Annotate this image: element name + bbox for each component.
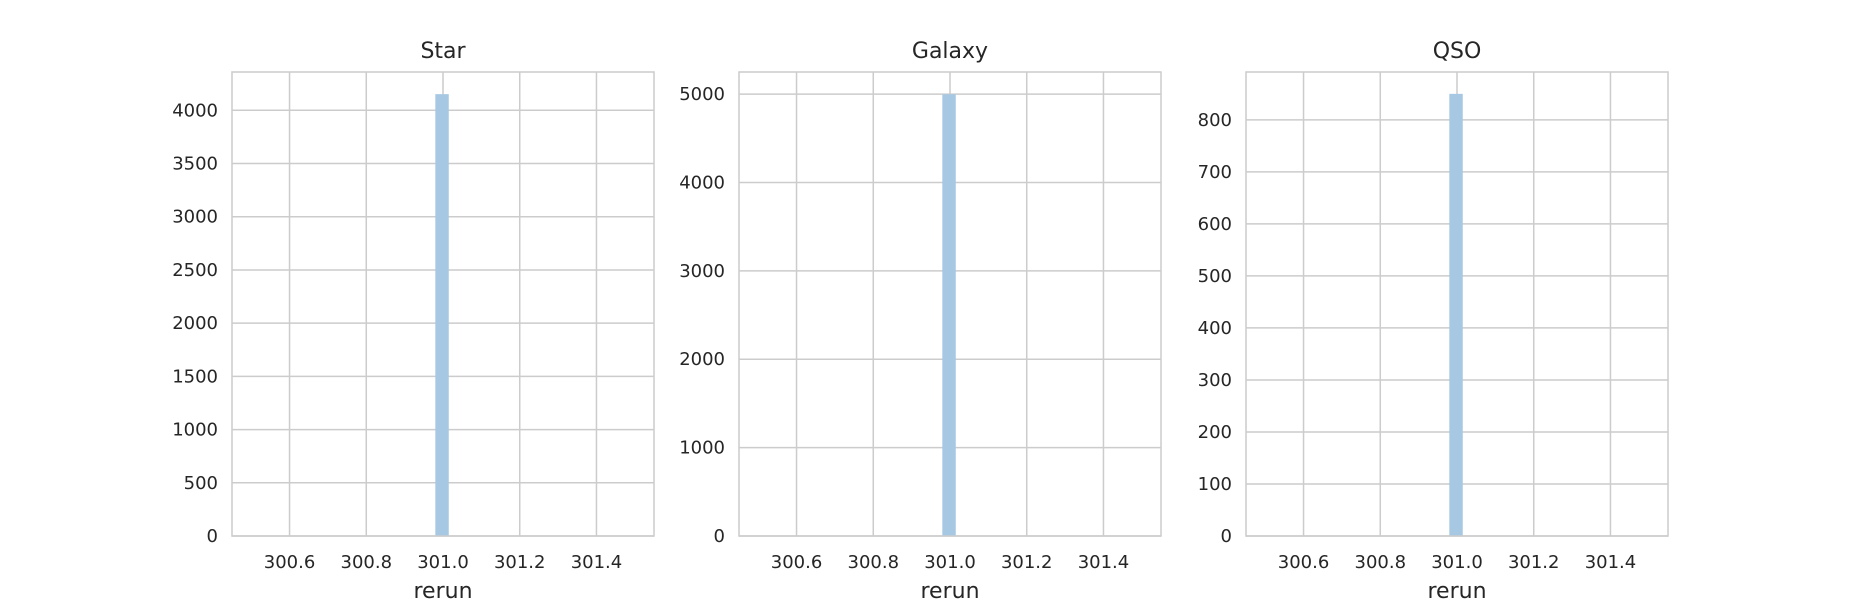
y-tick-label: 200 [1198,422,1232,443]
histogram-bar [1449,93,1463,536]
y-tick-label: 1500 [172,366,218,387]
chart-title: QSO [1433,39,1482,64]
x-tick-label: 301.2 [1508,552,1560,573]
y-tick-label: 2000 [172,313,218,334]
y-tick-label: 1000 [679,438,725,459]
y-tick-label: 800 [1198,110,1232,131]
y-tick-label: 3000 [679,261,725,282]
y-tick-label: 2500 [172,260,218,281]
y-tick-label: 400 [1198,318,1232,339]
chart-panel-star: 300.6 300.8 301.0 301.2 301.4 0 500 1000 1500 200… [172,39,655,600]
x-tick-label: 301.2 [494,552,546,573]
x-tick-label: 301.0 [1431,552,1483,573]
histogram-bar [942,94,956,536]
x-tick-label: 300.6 [264,552,316,573]
x-tick-label: 300.6 [771,552,823,573]
plot-frame [738,71,1162,537]
y-tick-label: 700 [1198,162,1232,183]
y-tick-label: 600 [1198,214,1232,235]
x-tick-label: 301.4 [1585,552,1637,573]
y-tick-label: 0 [207,526,218,547]
x-tick-label: 300.8 [341,552,393,573]
x-tick-label: 301.2 [1001,552,1053,573]
x-tick-label: 300.8 [848,552,900,573]
chart-panel-galaxy: 300.6 300.8 301.0 301.2 301.4 0 1000 2000 3000 40… [679,39,1162,600]
x-axis-title: rerun [1427,579,1486,600]
y-tick-label: 3000 [172,207,218,228]
x-tick-label: 301.4 [571,552,623,573]
x-tick-label: 301.4 [1078,552,1130,573]
histogram-bar [435,94,449,537]
y-tick-label: 2000 [679,349,725,370]
plot-frame [1245,71,1669,537]
y-tick-label: 300 [1198,370,1232,391]
y-tick-label: 0 [714,526,725,547]
chart-title: Star [420,39,466,64]
x-axis-title: rerun [920,579,979,600]
x-tick-label: 300.8 [1355,552,1407,573]
chart-title: Galaxy [912,39,988,64]
y-tick-label: 4000 [172,100,218,121]
y-tick-label: 3500 [172,154,218,175]
y-tick-label: 500 [184,473,218,494]
chart-panel-qso: 300.6 300.8 301.0 301.2 301.4 0 100 200 300 400 50… [1198,39,1669,600]
plot-frame [231,71,655,537]
y-tick-label: 500 [1198,266,1232,287]
y-tick-label: 5000 [679,84,725,105]
x-tick-label: 301.0 [417,552,469,573]
x-tick-label: 300.6 [1278,552,1330,573]
y-tick-label: 1000 [172,420,218,441]
y-tick-label: 0 [1221,526,1232,547]
x-axis-title: rerun [413,579,472,600]
y-tick-label: 4000 [679,172,725,193]
y-tick-label: 100 [1198,474,1232,495]
x-tick-label: 301.0 [924,552,976,573]
